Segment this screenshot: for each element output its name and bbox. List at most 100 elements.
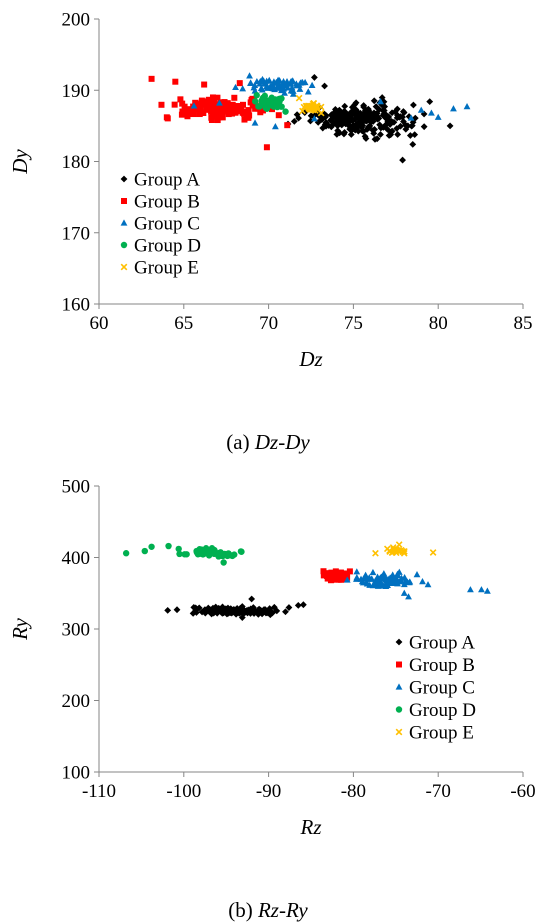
data-point [351, 115, 359, 123]
data-point [253, 92, 260, 99]
data-point [364, 575, 371, 582]
data-point [184, 109, 191, 116]
legend-marker [120, 219, 128, 226]
y-tick-label: 300 [62, 620, 91, 641]
data-point [317, 109, 325, 117]
data-point [284, 84, 292, 91]
data-point [367, 116, 375, 124]
data-point [478, 586, 485, 593]
data-point [369, 118, 377, 125]
data-point [420, 110, 428, 118]
data-point [373, 578, 380, 586]
data-point [393, 105, 401, 113]
data-point [397, 122, 404, 130]
legend-marker [121, 198, 127, 204]
data-point [271, 122, 279, 130]
data-point [388, 109, 396, 117]
data-point [273, 79, 281, 86]
legend-marker [120, 175, 128, 183]
data-point [252, 105, 259, 112]
y-tick-label: 100 [62, 763, 91, 784]
data-point [311, 103, 319, 111]
figure-caption: (b) Rz-Ry [228, 898, 308, 922]
data-point [372, 103, 380, 111]
data-point [347, 131, 355, 138]
legend-label: Group C [409, 678, 475, 699]
data-point [257, 84, 265, 91]
series-group-a [284, 74, 454, 164]
series-group-d [251, 92, 289, 115]
data-point [211, 96, 218, 103]
series-group-d [122, 542, 245, 566]
data-point [224, 100, 231, 107]
data-point [400, 589, 408, 596]
data-point [320, 572, 327, 579]
data-point [238, 614, 246, 621]
data-point [369, 582, 377, 589]
data-point [348, 123, 356, 130]
data-point [354, 123, 362, 131]
data-point [247, 99, 254, 106]
legend-label: Group D [409, 700, 476, 721]
data-point [275, 84, 283, 91]
data-point [235, 107, 242, 114]
data-point [219, 108, 226, 115]
data-point [374, 115, 382, 123]
legend-marker [120, 263, 128, 271]
data-point [241, 110, 248, 117]
data-point [208, 108, 215, 115]
data-point [335, 113, 343, 121]
data-point [342, 119, 350, 127]
data-point [268, 609, 276, 617]
data-point [181, 103, 188, 110]
data-point [245, 607, 253, 615]
data-point [268, 94, 275, 101]
data-point [199, 109, 206, 116]
legend-marker [395, 638, 403, 646]
data-point [190, 111, 197, 118]
data-point [383, 545, 391, 553]
data-point [220, 559, 227, 566]
data-point [196, 111, 203, 118]
data-point [384, 581, 391, 588]
x-tick-label: 65 [174, 313, 193, 334]
data-point [202, 98, 209, 105]
data-point [247, 79, 255, 86]
x-tick-label: 85 [514, 313, 533, 334]
legend-marker [395, 683, 403, 690]
data-point [251, 98, 259, 105]
data-point [401, 573, 409, 581]
data-point [316, 113, 324, 121]
data-point [348, 103, 356, 111]
data-point [360, 102, 368, 109]
data-point [173, 606, 181, 614]
data-point [268, 84, 275, 91]
data-point [294, 602, 302, 609]
data-point [239, 101, 246, 108]
data-point [208, 116, 215, 123]
data-point [231, 94, 238, 101]
y-tick-label: 200 [62, 691, 91, 712]
series-group-c [190, 72, 471, 130]
data-point [386, 574, 394, 581]
legend-label: Group A [134, 170, 200, 191]
legend-label: Group D [134, 236, 201, 257]
data-point [183, 551, 190, 558]
data-point [404, 122, 412, 130]
data-point [214, 117, 221, 124]
data-point [359, 127, 367, 135]
data-point [300, 103, 308, 111]
series-group-b [320, 568, 353, 584]
data-point [234, 103, 241, 110]
y-axis-label: Ry [8, 617, 32, 640]
data-point [319, 124, 327, 132]
caption-prefix: (a) [226, 430, 255, 454]
data-point [238, 548, 245, 555]
data-point [411, 131, 419, 139]
data-point [346, 115, 354, 123]
data-point [171, 101, 178, 108]
data-point [250, 606, 258, 614]
series-group-e [295, 94, 325, 117]
data-point [296, 85, 304, 92]
